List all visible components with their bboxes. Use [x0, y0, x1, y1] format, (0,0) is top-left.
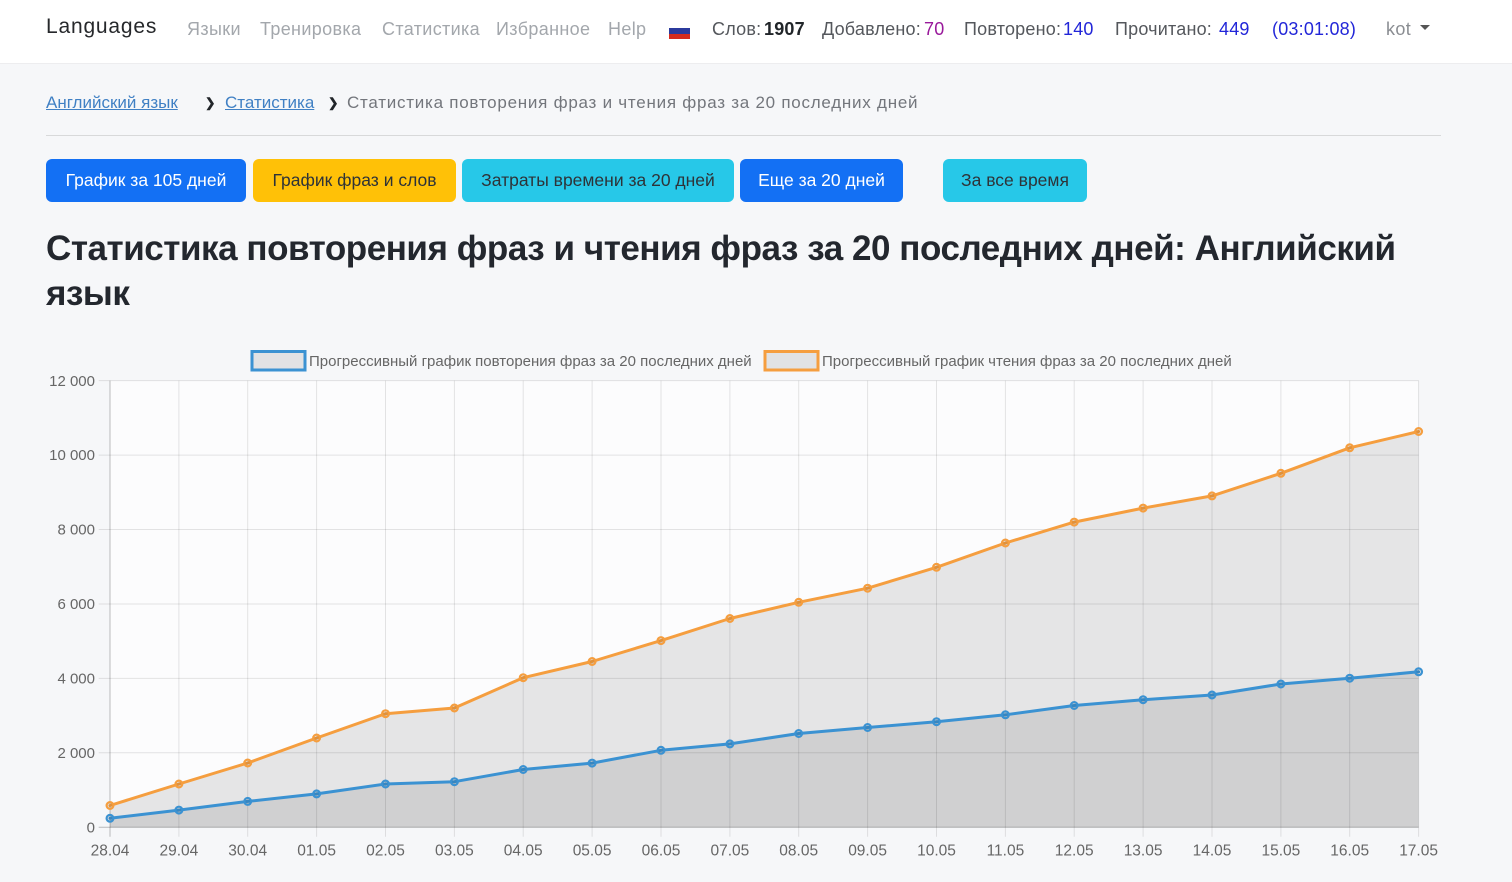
svg-text:Прогрессивный график чтения фр: Прогрессивный график чтения фраз за 20 п…: [822, 353, 1232, 370]
svg-text:06.05: 06.05: [642, 843, 681, 860]
svg-text:30.04: 30.04: [228, 843, 267, 860]
svg-text:08.05: 08.05: [779, 843, 818, 860]
svg-text:13.05: 13.05: [1124, 843, 1163, 860]
svg-text:03.05: 03.05: [435, 843, 474, 860]
svg-text:12 000: 12 000: [49, 373, 95, 390]
svg-text:0: 0: [87, 820, 95, 837]
svg-text:16.05: 16.05: [1330, 843, 1369, 860]
svg-text:05.05: 05.05: [573, 843, 612, 860]
svg-text:12.05: 12.05: [1055, 843, 1094, 860]
svg-text:28.04: 28.04: [91, 843, 130, 860]
svg-text:10 000: 10 000: [49, 447, 95, 464]
svg-text:Прогрессивный график повторени: Прогрессивный график повторения фраз за …: [309, 353, 752, 370]
svg-text:11.05: 11.05: [987, 843, 1025, 860]
svg-text:14.05: 14.05: [1193, 843, 1232, 860]
svg-text:15.05: 15.05: [1262, 843, 1301, 860]
svg-text:29.04: 29.04: [160, 843, 199, 860]
svg-text:17.05: 17.05: [1399, 843, 1438, 860]
svg-text:02.05: 02.05: [366, 843, 405, 860]
svg-text:01.05: 01.05: [297, 843, 336, 860]
svg-text:07.05: 07.05: [711, 843, 750, 860]
svg-text:2 000: 2 000: [57, 745, 95, 762]
svg-text:6 000: 6 000: [57, 596, 95, 613]
svg-text:8 000: 8 000: [57, 522, 95, 539]
svg-text:09.05: 09.05: [848, 843, 887, 860]
svg-text:04.05: 04.05: [504, 843, 543, 860]
svg-text:4 000: 4 000: [57, 671, 95, 688]
svg-text:10.05: 10.05: [917, 843, 956, 860]
